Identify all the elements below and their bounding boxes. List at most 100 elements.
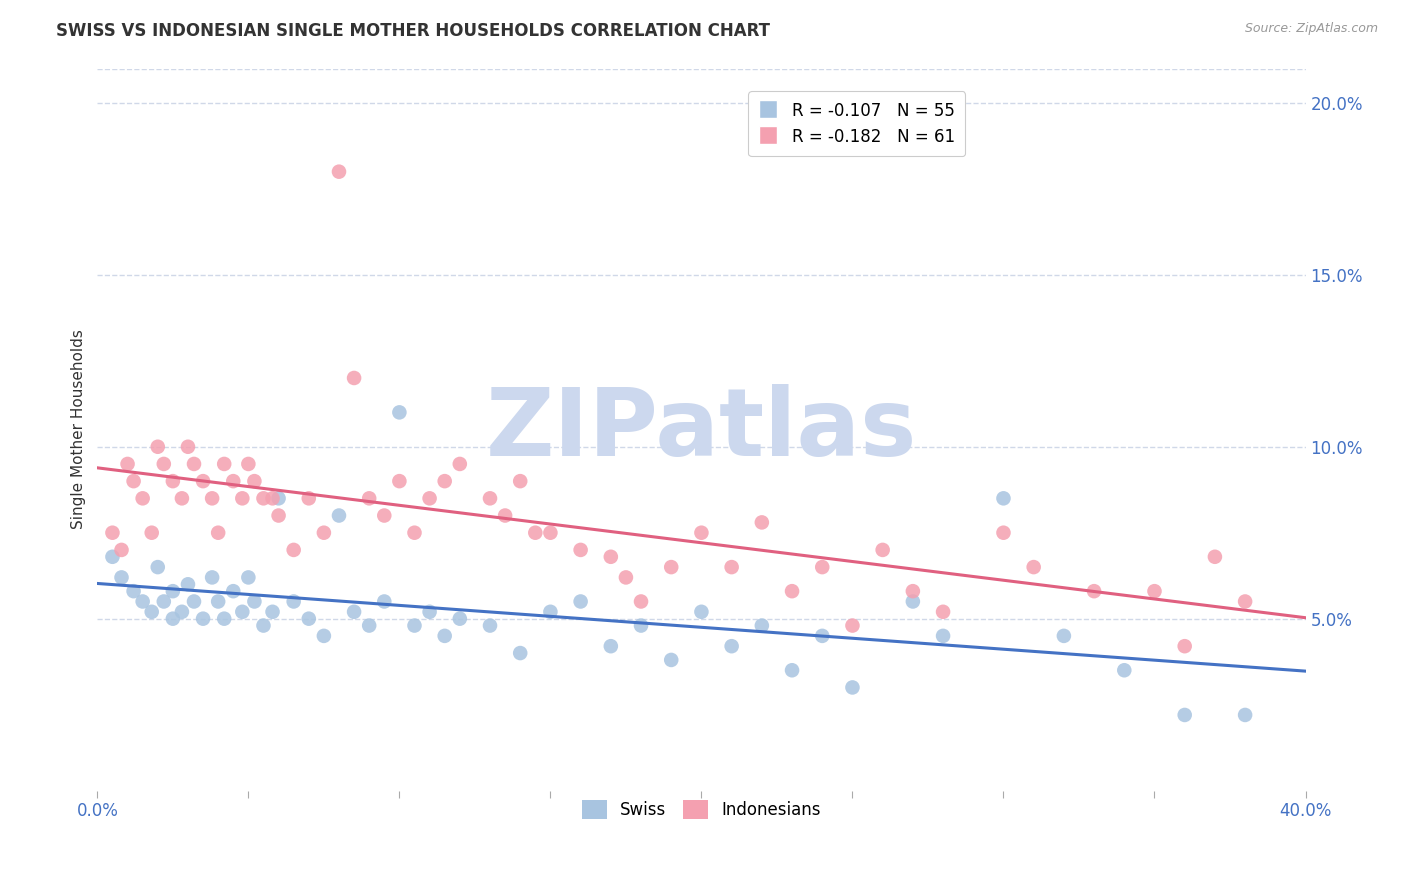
Point: [569, 594, 592, 608]
Point: [328, 508, 350, 523]
Point: [153, 457, 176, 471]
Point: [751, 618, 773, 632]
Point: [201, 570, 224, 584]
Point: [343, 371, 366, 385]
Point: [238, 457, 260, 471]
Point: [222, 584, 245, 599]
Point: [110, 570, 132, 584]
Point: [110, 542, 132, 557]
Point: [1174, 639, 1197, 653]
Point: [146, 440, 169, 454]
Point: [359, 491, 381, 506]
Point: [212, 612, 235, 626]
Point: [780, 663, 803, 677]
Text: SWISS VS INDONESIAN SINGLE MOTHER HOUSEHOLDS CORRELATION CHART: SWISS VS INDONESIAN SINGLE MOTHER HOUSEH…: [56, 22, 770, 40]
Point: [419, 605, 441, 619]
Point: [1174, 708, 1197, 723]
Point: [252, 491, 274, 506]
Point: [569, 542, 592, 557]
Point: [659, 560, 682, 574]
Point: [538, 525, 561, 540]
Point: [614, 570, 637, 584]
Point: [212, 457, 235, 471]
Point: [191, 612, 214, 626]
Point: [494, 508, 516, 523]
Point: [298, 612, 321, 626]
Text: ZIPatlas: ZIPatlas: [485, 384, 917, 475]
Point: [433, 629, 456, 643]
Point: [449, 612, 471, 626]
Point: [117, 457, 139, 471]
Point: [283, 594, 305, 608]
Point: [359, 618, 381, 632]
Point: [283, 542, 305, 557]
Point: [252, 618, 274, 632]
Point: [183, 457, 205, 471]
Point: [222, 474, 245, 488]
Point: [599, 639, 621, 653]
Point: [141, 525, 163, 540]
Point: [659, 653, 682, 667]
Point: [243, 594, 266, 608]
Point: [1143, 584, 1166, 599]
Point: [509, 646, 531, 660]
Point: [207, 525, 229, 540]
Point: [433, 474, 456, 488]
Point: [1234, 708, 1257, 723]
Point: [690, 605, 713, 619]
Point: [243, 474, 266, 488]
Point: [841, 618, 863, 632]
Point: [1114, 663, 1136, 677]
Point: [101, 525, 124, 540]
Point: [509, 474, 531, 488]
Point: [146, 560, 169, 574]
Point: [901, 594, 924, 608]
Point: [479, 491, 502, 506]
Point: [122, 474, 145, 488]
Point: [751, 516, 773, 530]
Point: [932, 629, 955, 643]
Point: [162, 612, 184, 626]
Point: [932, 605, 955, 619]
Point: [231, 605, 253, 619]
Point: [170, 605, 193, 619]
Point: [328, 164, 350, 178]
Point: [238, 570, 260, 584]
Point: [207, 594, 229, 608]
Point: [419, 491, 441, 506]
Point: [811, 560, 834, 574]
Point: [479, 618, 502, 632]
Point: [373, 508, 395, 523]
Point: [153, 594, 176, 608]
Point: [262, 605, 284, 619]
Point: [1022, 560, 1045, 574]
Point: [993, 525, 1015, 540]
Point: [811, 629, 834, 643]
Point: [267, 508, 290, 523]
Point: [690, 525, 713, 540]
Point: [312, 629, 335, 643]
Point: [262, 491, 284, 506]
Point: [404, 525, 426, 540]
Point: [872, 542, 894, 557]
Point: [599, 549, 621, 564]
Point: [780, 584, 803, 599]
Point: [720, 639, 742, 653]
Point: [183, 594, 205, 608]
Point: [720, 560, 742, 574]
Legend: Swiss, Indonesians: Swiss, Indonesians: [575, 793, 828, 826]
Point: [1234, 594, 1257, 608]
Point: [312, 525, 335, 540]
Point: [231, 491, 253, 506]
Point: [449, 457, 471, 471]
Point: [170, 491, 193, 506]
Point: [388, 405, 411, 419]
Point: [538, 605, 561, 619]
Point: [993, 491, 1015, 506]
Point: [901, 584, 924, 599]
Point: [630, 618, 652, 632]
Point: [101, 549, 124, 564]
Text: Source: ZipAtlas.com: Source: ZipAtlas.com: [1244, 22, 1378, 36]
Point: [122, 584, 145, 599]
Point: [630, 594, 652, 608]
